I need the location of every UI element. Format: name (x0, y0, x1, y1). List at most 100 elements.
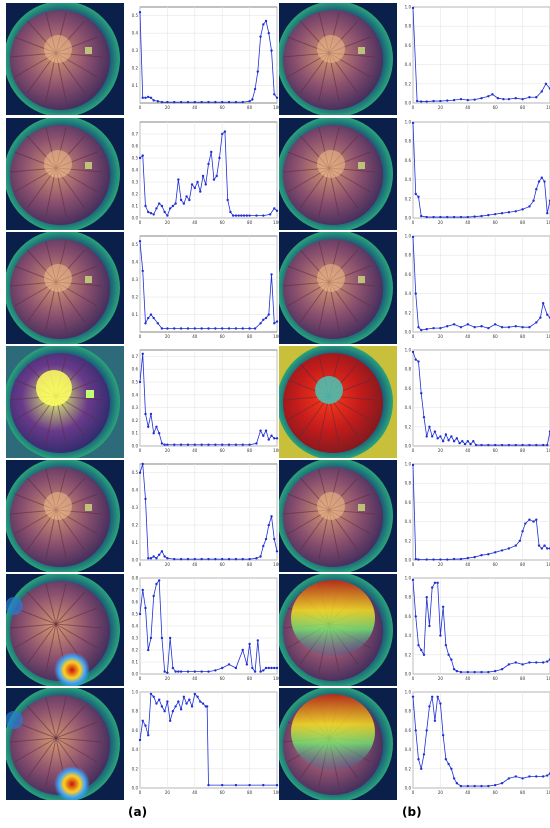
chart-b6-data-point (411, 578, 415, 582)
chart-a2-data-point (255, 214, 258, 217)
chart-b1-data-point (473, 98, 476, 101)
chart-a2-data-point (144, 204, 147, 208)
chart-a2-data-point (240, 214, 243, 217)
chart-a1-data-point (156, 100, 160, 103)
chart-a3-xtick-label: 0 (139, 334, 142, 339)
chart-b7-data-point (411, 695, 415, 698)
panel-a-row-2: 0.0 0.1 0.2 0.3 0.4 0.5 0.6 0.7 0 20 40 60 80 100 (6, 118, 281, 230)
chart-a3-data-point (156, 322, 160, 325)
chart-a1-ytick-label: 0.3 (132, 48, 139, 53)
chart-a6-xtick-label: 20 (165, 676, 171, 681)
chart-a5-ytick-label: 0.1 (132, 540, 139, 545)
chart-b1-data-point (521, 97, 524, 101)
chart-b5-data-point (452, 557, 456, 561)
chart-b5-xtick-label: 80 (520, 562, 526, 567)
chart-b7-ytick-label: 1.0 (405, 690, 412, 695)
chart-b6-data-point (480, 670, 483, 674)
chart-a3-xtick-label: 100 (273, 334, 281, 339)
chart-a7-data-point (166, 700, 169, 703)
chart-a2-data-point (273, 207, 276, 210)
chart-a6-ytick-label: 0.0 (132, 672, 139, 677)
chart-a2-xtick-label: 40 (192, 220, 198, 225)
chart-b5-data-point (480, 554, 483, 557)
panel-b-row-6: 0.0 0.2 0.4 0.6 0.8 1.0 0 20 40 60 80 100 (279, 574, 550, 686)
chart-a3-ytick-label: 0.4 (132, 260, 139, 265)
chart-b4-data-point (430, 435, 434, 438)
chart-b2-data-point (546, 212, 549, 215)
chart-b1-xtick-label: 100 (546, 105, 550, 110)
chart-a5-ytick-label: 0.5 (132, 470, 139, 475)
chart-b6-ytick-label: 1.0 (405, 576, 412, 581)
chart-b6-data-point (459, 670, 463, 674)
fundus-heatmap-image (6, 460, 124, 572)
chart-a6-data-point (264, 666, 268, 670)
chart-a4-data-point (227, 443, 231, 446)
chart-a5-data-point (273, 537, 276, 541)
chart-b2-ytick-label: 0.6 (405, 158, 412, 163)
chart-b1-ytick-label: 0.2 (405, 81, 412, 86)
chart-a4-data-point (155, 425, 158, 428)
chart-b5-ytick-label: 0.2 (405, 538, 412, 543)
chart-a2-data-point (138, 156, 142, 160)
chart-a7-data-point (152, 695, 155, 698)
chart-b5-data-point (417, 558, 420, 561)
chart-a2-ytick-label: 0.3 (132, 180, 139, 185)
chart-b7-data-point (487, 784, 490, 788)
chart-b6-xtick-label: 20 (438, 676, 444, 681)
chart-b6-data-point (439, 634, 442, 637)
chart-a2-data-point (210, 150, 213, 154)
chart-b4-data-point (528, 443, 531, 447)
chart-b4-ytick-label: 0.2 (405, 424, 412, 429)
chart-b1-data-point (514, 97, 517, 100)
chart-b7-xtick-label: 0 (412, 790, 415, 795)
chart-a4-data-point (221, 443, 224, 446)
chart-a6-data-point (163, 670, 166, 673)
chart-b5-series-line (412, 464, 550, 560)
chart-a7-xtick-label: 40 (192, 790, 198, 795)
chart-a5-data-point (149, 557, 153, 560)
chart-b6-xtick-label: 40 (465, 676, 471, 681)
chart-b7-data-point (514, 775, 517, 778)
chart-b2-data-point (459, 215, 463, 219)
chart-a5-data-point (234, 557, 238, 561)
chart-a4-data-point (179, 443, 183, 446)
chart-b2-data-point (432, 215, 435, 219)
chart-b7-data-point (480, 784, 483, 788)
chart-b3-data-point (480, 325, 483, 328)
chart-a5-xtick-label: 100 (273, 562, 281, 567)
chart-a3-data-point (173, 327, 176, 330)
chart-a4-ytick-label: 0.0 (132, 444, 139, 449)
chart-b6-data-point (535, 661, 538, 664)
chart-a4-data-point (255, 442, 258, 445)
chart-b2-xtick-label: 40 (465, 220, 471, 225)
chart-b1-data-point (496, 97, 500, 100)
chart-a4-data-point (141, 352, 144, 356)
chart-a5-data-point (193, 557, 196, 561)
chart-a6-data-point (155, 582, 158, 586)
chart-b7-ytick-label: 0.2 (405, 766, 412, 771)
chart-a6-data-point (227, 663, 231, 666)
chart-a1-data-point (152, 99, 155, 102)
chart-a6-data-point (241, 648, 244, 652)
chart-a6-data-point (168, 636, 172, 640)
chart-a7-xtick-label: 100 (273, 790, 281, 795)
chart-a1-xtick-label: 20 (165, 105, 171, 110)
chart-b5-ytick-label: 0.0 (405, 558, 412, 563)
chart-a6-data-point (141, 588, 144, 592)
chart-b6-data-point (447, 653, 450, 656)
chart-a4-data-point (270, 434, 273, 437)
chart-b1-data-point (459, 97, 463, 101)
chart-a1-data-point (214, 100, 217, 104)
chart-a7-data-point (199, 700, 202, 703)
chart-b4-data-point (433, 430, 437, 433)
chart-a3-ytick-label: 0.1 (132, 312, 139, 317)
chart-b2-data-point (466, 215, 469, 219)
fundus-heatmap-image (279, 118, 397, 230)
chart-b5-data-point (518, 539, 522, 542)
chart-b1-data-point (432, 99, 435, 103)
chart-b4-data-point (541, 443, 545, 447)
chart-b3-ytick-label: 0.6 (405, 272, 412, 277)
chart-a2-data-point (157, 202, 161, 205)
chart-b2-data-point (528, 205, 531, 208)
chart-b1-data-point (452, 98, 456, 102)
